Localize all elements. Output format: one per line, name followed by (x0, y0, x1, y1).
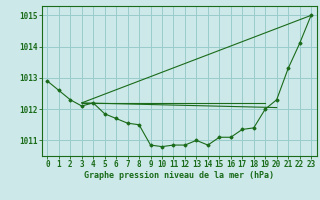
X-axis label: Graphe pression niveau de la mer (hPa): Graphe pression niveau de la mer (hPa) (84, 171, 274, 180)
